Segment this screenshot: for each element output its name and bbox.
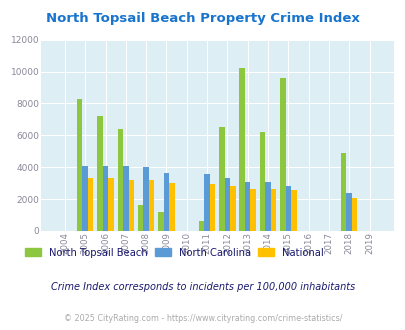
Bar: [117, 129, 123, 231]
Bar: [224, 178, 230, 231]
Bar: [239, 68, 244, 231]
Bar: [290, 190, 296, 231]
Bar: [219, 126, 224, 231]
Bar: [97, 116, 102, 231]
Bar: [270, 189, 275, 231]
Bar: [340, 153, 345, 231]
Bar: [158, 212, 163, 231]
Bar: [143, 167, 149, 231]
Bar: [351, 197, 356, 231]
Bar: [285, 186, 290, 231]
Bar: [244, 182, 250, 231]
Text: North Topsail Beach Property Crime Index: North Topsail Beach Property Crime Index: [46, 12, 359, 24]
Text: © 2025 CityRating.com - https://www.cityrating.com/crime-statistics/: © 2025 CityRating.com - https://www.city…: [64, 314, 341, 323]
Bar: [169, 183, 174, 231]
Bar: [198, 221, 204, 231]
Legend: North Topsail Beach, North Carolina, National: North Topsail Beach, North Carolina, Nat…: [25, 248, 323, 257]
Bar: [149, 180, 154, 231]
Text: Crime Index corresponds to incidents per 100,000 inhabitants: Crime Index corresponds to incidents per…: [51, 282, 354, 292]
Bar: [82, 166, 88, 231]
Bar: [345, 193, 351, 231]
Bar: [163, 173, 169, 231]
Bar: [279, 78, 285, 231]
Bar: [88, 178, 93, 231]
Bar: [250, 189, 255, 231]
Bar: [108, 178, 113, 231]
Bar: [209, 184, 215, 231]
Bar: [123, 166, 128, 231]
Bar: [102, 166, 108, 231]
Bar: [77, 99, 82, 231]
Bar: [259, 132, 264, 231]
Bar: [128, 180, 134, 231]
Bar: [264, 182, 270, 231]
Bar: [204, 174, 209, 231]
Bar: [138, 206, 143, 231]
Bar: [230, 186, 235, 231]
